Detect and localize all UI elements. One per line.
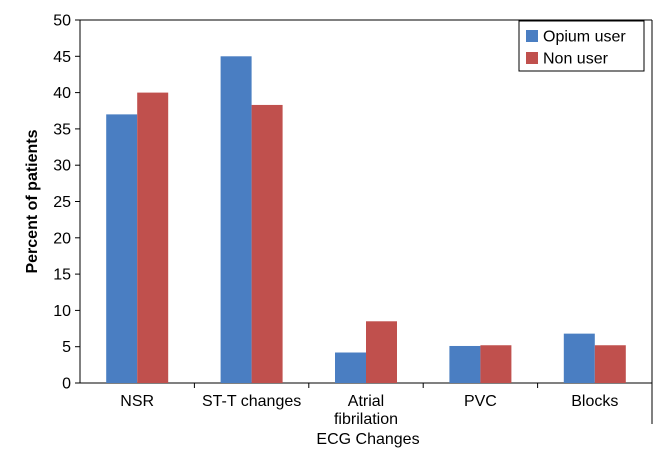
y-tick-label: 5 [62,339,71,356]
y-tick-label: 35 [53,121,71,138]
bars [106,56,626,384]
legend-swatch [526,52,538,64]
y-tick-label: 50 [53,13,71,30]
y-tick-label: 10 [53,303,71,320]
y-tick-label: 25 [53,194,71,211]
bar-opium-user [563,333,595,383]
y-tick-label: 45 [53,49,71,66]
x-tick-label: PVC [464,393,497,410]
y-tick-label: 40 [53,85,71,102]
bar-opium-user [220,56,252,384]
bar-non-user [366,321,397,383]
bar-opium-user [449,345,481,383]
legend-swatch [526,30,538,42]
bar-non-user [480,345,512,383]
legend-label: Non user [543,51,609,68]
y-axis-title: Percent of patients [24,129,41,273]
y-tick-label: 20 [53,230,71,247]
x-tick-label: Blocks [571,393,618,410]
bar-non-user [137,92,169,383]
bar-opium-user [106,114,138,383]
x-tick-label: NSR [120,393,154,410]
legend-label: Opium user [543,29,626,46]
bar-non-user [251,104,283,383]
y-tick-label: 0 [62,376,71,393]
bar-opium-user [335,352,366,383]
y-tick-label: 30 [53,158,71,175]
legend-box [518,20,645,72]
x-tick-label: ST-T changes [202,393,301,410]
x-tick-label: Atrial fibrilation [334,393,398,428]
x-axis-title: ECG Changes [316,431,419,448]
legend: Opium user Non user [518,20,645,72]
x-axis-ticks: NSR ST-T changes Atrial fibrilation PVC Block… [120,383,653,428]
y-tick-label: 15 [53,267,71,284]
bar-non-user [594,345,626,383]
y-axis-ticks: 0 5 10 15 20 25 30 35 40 45 50 [53,13,80,393]
